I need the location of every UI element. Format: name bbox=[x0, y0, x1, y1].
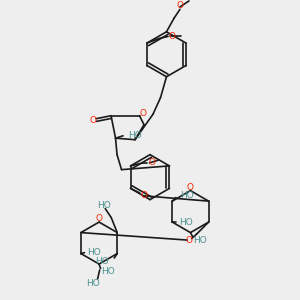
Text: HO: HO bbox=[128, 131, 142, 140]
Text: HO: HO bbox=[180, 190, 194, 200]
Text: O: O bbox=[140, 109, 147, 118]
Text: HO: HO bbox=[194, 236, 207, 244]
Text: HO: HO bbox=[86, 279, 100, 288]
Text: O: O bbox=[186, 236, 193, 244]
Text: O: O bbox=[176, 1, 184, 10]
Text: O: O bbox=[96, 214, 103, 223]
Text: HO: HO bbox=[97, 201, 111, 210]
Text: O: O bbox=[140, 191, 147, 200]
Text: HO: HO bbox=[179, 218, 193, 226]
Text: HO: HO bbox=[101, 267, 115, 276]
Text: HO: HO bbox=[95, 256, 109, 266]
Text: O: O bbox=[90, 116, 97, 125]
Text: HO: HO bbox=[88, 248, 101, 256]
Text: O: O bbox=[148, 158, 155, 167]
Text: O: O bbox=[187, 182, 194, 191]
Text: O: O bbox=[169, 32, 176, 41]
